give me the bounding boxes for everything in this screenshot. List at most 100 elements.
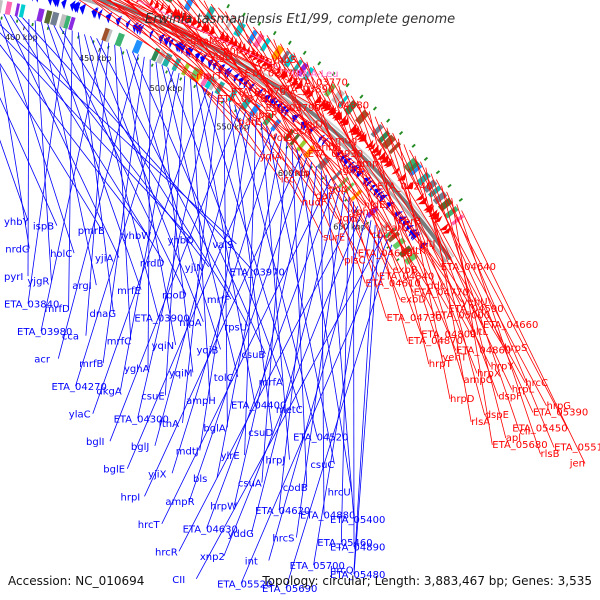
scale-tick bbox=[98, 47, 101, 52]
forward-gene bbox=[280, 70, 288, 80]
outer-tick-dot bbox=[345, 83, 350, 88]
reverse-leader-line bbox=[251, 187, 341, 534]
reverse-leader-line bbox=[40, 40, 103, 332]
reverse-gene-label: argI bbox=[72, 281, 91, 292]
reverse-gene-label: ylrE bbox=[221, 451, 240, 462]
reverse-leader-line bbox=[291, 145, 308, 488]
forward-leader-line bbox=[456, 204, 541, 455]
reverse-gene-label: ETA_05520 bbox=[217, 579, 272, 590]
forward-gene-label: yqiA bbox=[260, 152, 282, 163]
genome-summary-text: Topology: circular; Length: 3,883,467 bp… bbox=[261, 574, 592, 588]
forward-gene-label: exbD bbox=[400, 295, 426, 306]
reverse-leader-line bbox=[53, 25, 187, 295]
reverse-gene-label: dkgA bbox=[96, 387, 121, 398]
forward-leader-line bbox=[224, 11, 359, 254]
forward-leader-line bbox=[435, 179, 568, 429]
forward-gene-label: hrpL bbox=[512, 385, 535, 396]
reverse-gene-label: hrpI bbox=[121, 492, 141, 503]
forward-gene-label: mug bbox=[335, 136, 357, 147]
reverse-gene-label: yqiM bbox=[169, 368, 193, 379]
reverse-gene-label: ETA_05690 bbox=[262, 584, 317, 595]
cog-feature bbox=[437, 197, 453, 212]
forward-gene bbox=[285, 73, 293, 84]
forward-leader-line bbox=[127, 0, 260, 157]
accession-text: Accession: NC_010694 bbox=[8, 574, 144, 588]
forward-leader-line bbox=[177, 0, 303, 203]
reverse-gene-label: int bbox=[245, 557, 258, 568]
outer-tick-dot bbox=[458, 197, 463, 202]
reverse-gene-label: ETA_05480 bbox=[330, 570, 385, 581]
forward-leader-line bbox=[380, 121, 526, 383]
cog-feature bbox=[403, 157, 417, 171]
forward-gene-label: cll bbox=[519, 426, 530, 437]
forward-gene-label: nudF bbox=[302, 198, 327, 209]
reverse-gene-label: yddG bbox=[228, 529, 254, 540]
reverse-gene-label: csuB bbox=[241, 350, 265, 361]
forward-gene-label: hrpY bbox=[491, 362, 515, 373]
cog-feature bbox=[302, 66, 315, 81]
reverse-gene-label: hrcU bbox=[328, 488, 351, 499]
reverse-gene bbox=[61, 0, 67, 10]
forward-gene-label: ETA_04660 bbox=[483, 320, 538, 331]
reverse-gene-label: mrfA bbox=[259, 378, 283, 389]
forward-leader-line bbox=[332, 80, 470, 332]
forward-gene-label: dspE bbox=[485, 410, 509, 421]
cog-feature bbox=[132, 39, 143, 55]
reverse-leader-line bbox=[0, 24, 237, 245]
forward-leader-line bbox=[293, 52, 401, 300]
inner-tick-dot bbox=[165, 70, 168, 74]
forward-gene-label: ETA_04770 bbox=[414, 288, 469, 299]
scale-tick-label: 650 kbp bbox=[333, 222, 366, 231]
reverse-gene-label: nrdG bbox=[5, 245, 29, 256]
forward-gene bbox=[340, 117, 349, 127]
forward-leader-line bbox=[157, 0, 343, 171]
inner-tick-dot bbox=[396, 258, 400, 262]
reverse-leader-line bbox=[57, 54, 139, 359]
reverse-gene bbox=[97, 8, 103, 21]
forward-gene-label: ETA_03890 bbox=[279, 85, 334, 96]
forward-gene-label: yqiD bbox=[300, 119, 323, 130]
cog-feature bbox=[331, 89, 346, 105]
forward-leader-line bbox=[126, 0, 274, 139]
reverse-leader-line bbox=[189, 157, 308, 501]
outer-tick-dot bbox=[423, 156, 429, 161]
reverse-leader-line bbox=[85, 42, 110, 336]
reverse-leader-line bbox=[92, 88, 208, 414]
reverse-leader-line bbox=[233, 161, 313, 506]
cog-feature bbox=[444, 206, 459, 219]
reverse-leader-line bbox=[268, 215, 368, 561]
forward-leader-line bbox=[198, 0, 386, 229]
forward-leader-line bbox=[151, 0, 282, 180]
forward-leader-line bbox=[108, 0, 266, 109]
reverse-gene-label: csuC bbox=[310, 460, 334, 471]
forward-leader-line bbox=[392, 132, 513, 390]
reverse-gene-label: cca bbox=[62, 332, 79, 343]
forward-leader-line bbox=[374, 116, 478, 374]
reverse-gene-label: ylaC bbox=[69, 410, 91, 421]
cog-feature bbox=[155, 50, 167, 65]
reverse-gene bbox=[373, 188, 383, 197]
reverse-gene-label: nrdD bbox=[140, 258, 165, 269]
forward-leader-line bbox=[78, 0, 197, 77]
forward-gene-label: ETA_03570 bbox=[244, 68, 299, 79]
reverse-gene bbox=[36, 0, 39, 3]
forward-leader-line bbox=[286, 47, 463, 303]
forward-gene bbox=[379, 154, 389, 163]
forward-leader-line bbox=[273, 39, 366, 284]
inner-tick-dot bbox=[46, 26, 50, 31]
reverse-leader-line bbox=[278, 166, 317, 511]
reverse-leader-line bbox=[41, 21, 97, 286]
forward-leader-line bbox=[461, 210, 586, 464]
forward-gene-label: gltK bbox=[406, 246, 426, 257]
forward-gene-label: ETA_03790 bbox=[266, 103, 321, 114]
reverse-leader-line bbox=[182, 94, 219, 423]
forward-leader-line bbox=[193, 0, 337, 219]
cog-feature bbox=[204, 75, 215, 89]
forward-gene-label: hrpG bbox=[547, 401, 572, 412]
forward-gene-label: apl bbox=[506, 433, 521, 444]
cog-feature bbox=[233, 21, 246, 38]
forward-leader-line bbox=[259, 30, 380, 277]
reverse-gene-label: ftnA bbox=[159, 419, 180, 430]
forward-leader-line bbox=[344, 90, 457, 351]
forward-gene bbox=[289, 76, 298, 87]
